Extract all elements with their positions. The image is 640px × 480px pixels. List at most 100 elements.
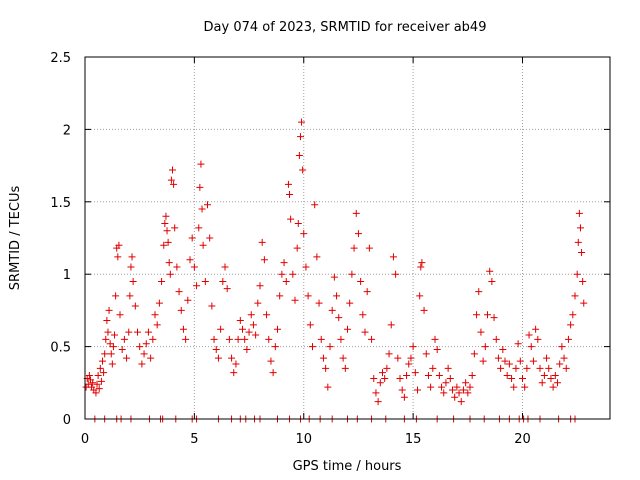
data-point — [335, 314, 343, 322]
data-point — [140, 350, 148, 358]
x-tick-label: 20 — [514, 432, 531, 447]
x-tick-label: 0 — [81, 432, 89, 447]
data-point — [571, 292, 579, 300]
data-point — [510, 383, 518, 391]
data-point — [293, 244, 301, 252]
data-point — [271, 343, 279, 351]
data-point — [453, 383, 461, 391]
data-point — [567, 321, 575, 329]
data-point — [120, 335, 128, 343]
data-point — [516, 357, 524, 365]
data-point — [333, 292, 341, 300]
data-point — [204, 201, 211, 209]
data-point — [265, 335, 273, 343]
data-point — [440, 389, 448, 397]
data-point — [446, 374, 454, 382]
data-point — [243, 345, 251, 353]
data-point — [160, 241, 168, 249]
data-point — [564, 335, 572, 343]
data-point — [547, 374, 555, 382]
data-point — [503, 372, 511, 380]
data-point — [136, 343, 144, 351]
data-point — [223, 285, 231, 293]
data-point — [536, 364, 544, 372]
data-point — [385, 350, 393, 358]
data-point — [475, 288, 483, 296]
data-point — [252, 331, 260, 339]
data-point — [196, 183, 204, 191]
data-point — [488, 277, 496, 285]
data-point — [142, 340, 150, 348]
data-point — [337, 335, 345, 343]
data-point — [206, 234, 214, 242]
data-point — [365, 244, 373, 252]
data-point — [245, 328, 253, 336]
data-point — [236, 317, 244, 325]
y-tick-label: 0 — [63, 413, 71, 428]
data-point — [309, 343, 316, 351]
data-point — [344, 325, 351, 333]
data-point — [562, 364, 570, 372]
x-tick-label: 10 — [295, 432, 312, 447]
data-point — [464, 389, 472, 397]
data-point — [359, 311, 367, 319]
data-point — [451, 393, 459, 401]
data-point — [444, 364, 452, 372]
data-point — [134, 328, 141, 336]
data-point — [499, 345, 507, 353]
data-point — [256, 282, 264, 290]
y-tick-label: 1 — [63, 268, 71, 283]
data-point — [427, 383, 435, 391]
data-point — [195, 224, 203, 232]
data-point — [171, 224, 179, 232]
y-tick-label: 1.5 — [50, 196, 71, 211]
data-point — [455, 389, 463, 397]
data-point — [529, 357, 537, 365]
data-point — [114, 253, 122, 261]
data-point — [357, 277, 365, 285]
data-point — [540, 372, 548, 380]
data-point — [116, 311, 124, 319]
data-point — [167, 176, 175, 184]
data-point — [96, 364, 104, 372]
data-point — [396, 374, 404, 382]
data-point — [197, 160, 205, 168]
data-point — [573, 270, 581, 278]
data-point — [368, 335, 376, 343]
data-point — [107, 350, 115, 358]
data-point — [392, 270, 400, 278]
data-point — [534, 335, 542, 343]
data-point — [109, 343, 117, 351]
data-point — [372, 389, 380, 397]
chart-title: Day 074 of 2023, SRMTID for receiver ab4… — [204, 20, 487, 35]
data-point — [165, 259, 173, 267]
data-point — [282, 277, 290, 285]
data-point — [324, 383, 332, 391]
data-point — [363, 288, 371, 296]
y-tick-label: 0.5 — [50, 341, 71, 356]
data-point — [560, 354, 568, 362]
data-point — [299, 166, 307, 174]
data-point — [449, 386, 456, 394]
data-point — [232, 360, 240, 368]
data-point — [512, 364, 520, 372]
data-point — [554, 379, 561, 387]
data-point — [153, 321, 161, 329]
data-point — [551, 372, 559, 380]
data-point — [193, 282, 201, 290]
data-point — [97, 377, 105, 385]
data-point — [339, 354, 347, 362]
data-point — [497, 364, 505, 372]
data-point — [105, 306, 113, 314]
data-point — [106, 340, 114, 348]
x-tick-label: 5 — [190, 432, 198, 447]
data-point — [115, 241, 123, 249]
data-point — [379, 369, 386, 377]
data-point — [149, 335, 157, 343]
data-point — [374, 398, 382, 406]
data-point — [95, 385, 103, 393]
data-point — [354, 230, 362, 238]
data-point — [477, 328, 485, 336]
data-point — [418, 259, 426, 267]
data-point — [295, 151, 303, 159]
